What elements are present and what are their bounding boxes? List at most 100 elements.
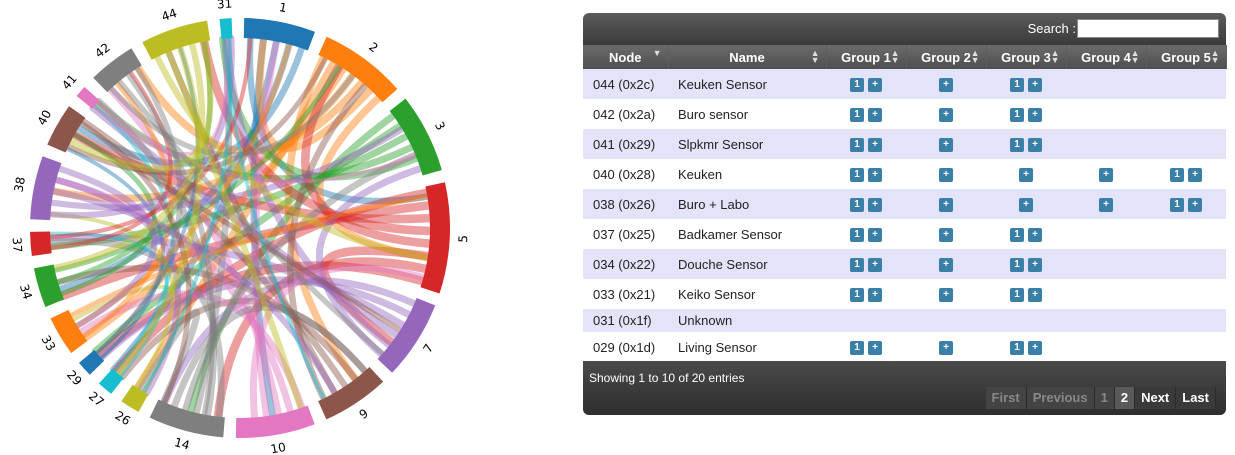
group-member-button[interactable]: 1 — [1010, 227, 1024, 242]
group-member-button[interactable]: 1 — [850, 167, 864, 182]
chord-group-arc[interactable] — [420, 182, 451, 294]
add-group-button[interactable]: + — [1028, 137, 1042, 152]
add-group-button[interactable]: + — [868, 77, 882, 92]
add-group-button[interactable]: + — [868, 257, 882, 272]
column-header-node[interactable]: Node ▼ — [583, 45, 669, 69]
add-group-button[interactable]: + — [939, 227, 953, 242]
column-header-name[interactable]: Name ▲ ▼ — [668, 45, 827, 69]
chord-group-arc[interactable] — [98, 368, 124, 394]
group-5-cell — [1146, 69, 1226, 99]
chord-group-arc[interactable] — [149, 399, 225, 438]
add-group-button[interactable]: + — [939, 137, 953, 152]
add-group-button[interactable]: + — [1028, 227, 1042, 242]
group-member-button[interactable]: 1 — [1170, 167, 1184, 182]
first-page-button[interactable]: First — [985, 387, 1027, 409]
chord-group-arc[interactable] — [93, 48, 142, 93]
column-header-group3[interactable]: Group 3 ▲ ▼ — [986, 45, 1067, 69]
chord-ribbon — [301, 61, 434, 248]
search-input[interactable] — [1077, 19, 1219, 38]
column-header-group1[interactable]: Group 1 ▲ ▼ — [826, 45, 907, 69]
chord-group-label: 26 — [113, 408, 133, 428]
next-page-button[interactable]: Next — [1135, 387, 1177, 409]
group-member-button[interactable]: 1 — [1010, 77, 1024, 92]
add-group-button[interactable]: + — [1028, 77, 1042, 92]
chord-group-arc[interactable] — [243, 18, 316, 51]
group-member-button[interactable]: 1 — [1010, 257, 1024, 272]
add-group-button[interactable]: + — [868, 340, 882, 355]
add-group-button[interactable]: + — [868, 197, 882, 212]
group-member-button[interactable]: 1 — [850, 227, 864, 242]
sort-desc-icon: ▼ — [652, 48, 662, 58]
add-group-button[interactable]: + — [1028, 340, 1042, 355]
group-member-button[interactable]: 1 — [850, 137, 864, 152]
group-member-button[interactable]: 1 — [850, 287, 864, 302]
add-group-button[interactable]: + — [939, 107, 953, 122]
add-group-button[interactable]: + — [939, 287, 953, 302]
last-page-button[interactable]: Last — [1176, 387, 1216, 409]
group-1-cell: 1 + — [826, 159, 906, 189]
add-group-button[interactable]: + — [1099, 167, 1113, 182]
group-member-button[interactable]: 1 — [1170, 197, 1184, 212]
add-group-button[interactable]: + — [939, 340, 953, 355]
name-cell: Douche Sensor — [678, 256, 768, 272]
page-2-button[interactable]: 2 — [1114, 387, 1136, 409]
group-3-cell: 1 + — [986, 219, 1066, 249]
chord-ribbon — [78, 120, 192, 406]
chord-group-arc[interactable] — [377, 297, 436, 373]
add-group-button[interactable]: + — [868, 227, 882, 242]
chord-ribbon — [89, 104, 401, 339]
add-group-button[interactable]: + — [868, 137, 882, 152]
chord-group-arc[interactable] — [389, 98, 442, 176]
chord-group-label: 7 — [420, 341, 436, 355]
chord-group-arc[interactable] — [30, 231, 52, 256]
chord-ribbon — [48, 231, 169, 378]
chord-group-arc[interactable] — [121, 384, 149, 412]
group-member-button[interactable]: 1 — [1010, 107, 1024, 122]
add-group-button[interactable]: + — [939, 77, 953, 92]
add-group-button[interactable]: + — [939, 257, 953, 272]
chord-group-arc[interactable] — [50, 309, 88, 353]
group-member-button[interactable]: 1 — [850, 257, 864, 272]
chord-ribbon — [81, 80, 174, 339]
group-member-button[interactable]: 1 — [850, 197, 864, 212]
previous-page-button[interactable]: Previous — [1026, 387, 1095, 409]
group-member-button[interactable]: 1 — [850, 107, 864, 122]
chord-group-arc[interactable] — [30, 156, 62, 221]
chord-group-arc[interactable] — [76, 86, 100, 109]
page-1-button[interactable]: 1 — [1094, 387, 1115, 409]
add-group-button[interactable]: + — [868, 287, 882, 302]
chord-group-arc[interactable] — [142, 20, 211, 60]
column-header-group4[interactable]: Group 4 ▲ ▼ — [1066, 45, 1147, 69]
add-group-button[interactable]: + — [1028, 107, 1042, 122]
add-group-button[interactable]: + — [1188, 167, 1202, 182]
chord-group-arc[interactable] — [79, 349, 105, 375]
add-group-button[interactable]: + — [868, 107, 882, 122]
column-header-group2[interactable]: Group 2 ▲ ▼ — [906, 45, 987, 69]
group-4-cell: + — [1066, 189, 1146, 219]
group-1-cell: 1 + — [826, 189, 906, 219]
chord-group-arc[interactable] — [235, 405, 315, 438]
table-footer: Showing 1 to 10 of 20 entries First Prev… — [583, 361, 1226, 415]
group-member-button[interactable]: 1 — [1010, 137, 1024, 152]
group-member-button[interactable]: 1 — [1010, 287, 1024, 302]
add-group-button[interactable]: + — [1028, 287, 1042, 302]
chord-group-arc[interactable] — [219, 18, 233, 39]
chord-group-arc[interactable] — [47, 106, 86, 153]
add-group-button[interactable]: + — [1188, 197, 1202, 212]
add-group-button[interactable]: + — [868, 167, 882, 182]
add-group-button[interactable]: + — [939, 167, 953, 182]
column-header-group5[interactable]: Group 5 ▲ ▼ — [1146, 45, 1227, 69]
group-member-button[interactable]: 1 — [1010, 340, 1024, 355]
chord-group-arc[interactable] — [33, 264, 64, 307]
add-group-button[interactable]: + — [1099, 197, 1113, 212]
chord-ribbon — [97, 276, 413, 362]
add-group-button[interactable]: + — [1028, 257, 1042, 272]
add-group-button[interactable]: + — [939, 197, 953, 212]
add-group-button[interactable]: + — [1019, 197, 1033, 212]
group-member-button[interactable]: 1 — [850, 340, 864, 355]
chord-group-arc[interactable] — [318, 36, 398, 103]
group-member-button[interactable]: 1 — [850, 77, 864, 92]
chord-ribbon — [136, 308, 201, 406]
chord-group-arc[interactable] — [318, 367, 384, 420]
add-group-button[interactable]: + — [1019, 167, 1033, 182]
